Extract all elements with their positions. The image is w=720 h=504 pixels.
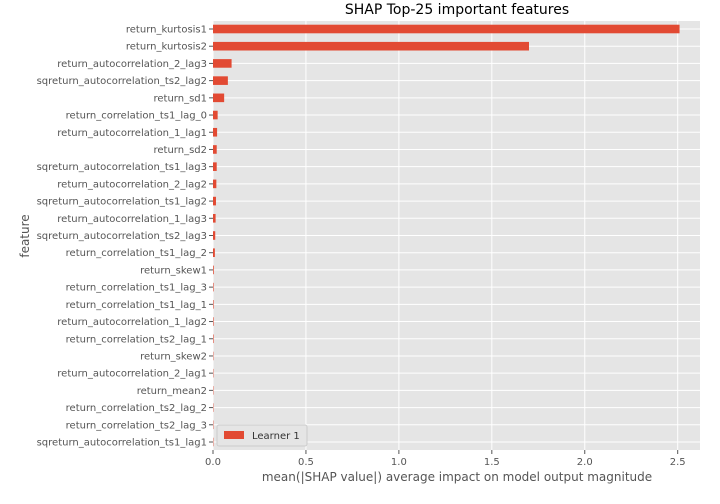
bar bbox=[213, 179, 217, 189]
x-tick-label: 1.5 bbox=[484, 457, 500, 468]
y-tick-label: return_correlation_ts2_lag_1 bbox=[66, 334, 207, 345]
chart-title: SHAP Top-25 important features bbox=[345, 2, 569, 18]
x-tick-label: 0.5 bbox=[298, 457, 314, 468]
y-tick-label: sqreturn_autocorrelation_ts1_lag1 bbox=[37, 438, 207, 449]
y-tick-label: return_correlation_ts1_lag_0 bbox=[66, 111, 207, 122]
bar bbox=[213, 300, 214, 309]
x-tick-label: 2.5 bbox=[670, 457, 686, 468]
legend-label: Learner 1 bbox=[252, 431, 300, 442]
bar bbox=[213, 24, 680, 34]
bar bbox=[213, 162, 217, 171]
legend: Learner 1 bbox=[216, 424, 308, 447]
y-tick-label: return_autocorrelation_2_lag2 bbox=[57, 179, 207, 190]
bar bbox=[213, 282, 214, 292]
y-tick-label: return_correlation_ts1_lag_2 bbox=[66, 248, 207, 259]
y-tick-labels: return_kurtosis1 return_kurtosis2 return_a… bbox=[37, 25, 213, 449]
y-tick-label: return_skew1 bbox=[140, 265, 207, 276]
x-tick-label: 0.0 bbox=[205, 457, 221, 468]
bar bbox=[213, 334, 214, 344]
x-tick-label: 2.0 bbox=[577, 457, 593, 468]
y-tick-label: return_autocorrelation_1_lag2 bbox=[57, 317, 207, 328]
y-tick-label: sqreturn_autocorrelation_ts2_lag3 bbox=[37, 231, 207, 242]
y-axis-label: feature bbox=[18, 214, 32, 257]
bar bbox=[213, 41, 529, 51]
bar bbox=[213, 127, 218, 137]
y-tick-label: return_correlation_ts2_lag_2 bbox=[66, 403, 207, 414]
y-tick-label: sqreturn_autocorrelation_ts1_lag2 bbox=[37, 197, 207, 208]
legend-box bbox=[216, 424, 308, 447]
bar bbox=[213, 231, 216, 240]
bar bbox=[213, 196, 216, 206]
y-tick-label: return_correlation_ts2_lag_3 bbox=[66, 420, 207, 431]
y-tick-label: return_skew2 bbox=[140, 351, 207, 362]
bar bbox=[213, 59, 232, 68]
y-tick-label: return_kurtosis2 bbox=[126, 42, 207, 53]
bar bbox=[213, 317, 214, 326]
y-tick-label: return_autocorrelation_1_lag3 bbox=[57, 214, 207, 225]
y-tick-label: return_autocorrelation_2_lag1 bbox=[57, 369, 207, 380]
bars bbox=[213, 24, 680, 447]
x-tick-labels: 0.0 0.5 1.0 1.5 2.0 2.5 bbox=[205, 450, 686, 468]
bar bbox=[213, 213, 216, 223]
y-tick-label: return_correlation_ts1_lag_1 bbox=[66, 300, 207, 311]
y-tick-label: return_sd1 bbox=[154, 93, 208, 104]
bar bbox=[213, 110, 218, 120]
x-axis-label: mean(|SHAP value|) average impact on mod… bbox=[262, 470, 652, 484]
bar bbox=[213, 145, 217, 154]
bar bbox=[213, 248, 215, 258]
y-tick-label: return_autocorrelation_1_lag1 bbox=[57, 128, 207, 139]
y-tick-label: return_sd2 bbox=[154, 145, 208, 156]
y-tick-label: return_correlation_ts1_lag_3 bbox=[66, 283, 207, 294]
y-tick-label: return_mean2 bbox=[137, 386, 207, 397]
bar bbox=[213, 265, 214, 275]
y-tick-label: sqreturn_autocorrelation_ts2_lag2 bbox=[37, 76, 207, 87]
y-tick-label: return_kurtosis1 bbox=[126, 25, 207, 36]
grid-lines bbox=[212, 21, 700, 450]
legend-swatch bbox=[224, 431, 244, 439]
bar bbox=[213, 93, 225, 103]
bar bbox=[213, 76, 228, 85]
y-tick-label: return_autocorrelation_2_lag3 bbox=[57, 59, 207, 70]
x-tick-label: 1.0 bbox=[391, 457, 407, 468]
y-tick-label: sqreturn_autocorrelation_ts1_lag3 bbox=[37, 162, 207, 173]
